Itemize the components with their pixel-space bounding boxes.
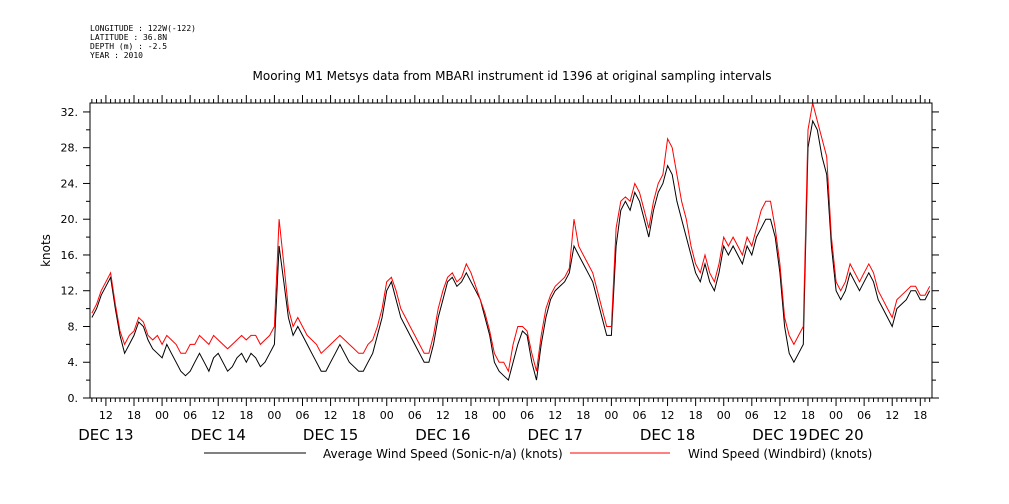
x-day-label: DEC 14 bbox=[191, 426, 246, 444]
meta-year: YEAR : 2010 bbox=[90, 51, 143, 60]
x-day-label: DEC 17 bbox=[528, 426, 583, 444]
y-axis: 0. 4. 8. 12. 16. 20. 24. 28. 32. bbox=[61, 106, 939, 405]
x-day-label: DEC 18 bbox=[640, 426, 695, 444]
plot-frame bbox=[89, 102, 933, 399]
x-tick-label: 00 bbox=[492, 409, 506, 422]
y-tick-label: 4. bbox=[68, 356, 79, 369]
y-tick-label: 8. bbox=[68, 320, 79, 333]
x-tick-label: 12 bbox=[99, 409, 113, 422]
y-tick-label: 12. bbox=[61, 285, 79, 298]
y-tick-label: 24. bbox=[61, 177, 79, 190]
x-day-label: DEC 20 bbox=[808, 426, 863, 444]
x-tick-label: 18 bbox=[239, 409, 253, 422]
series-average-wind-speed bbox=[91, 119, 931, 382]
y-tick-label: 16. bbox=[61, 249, 79, 262]
x-tick-label: 00 bbox=[604, 409, 618, 422]
x-tick-label: 18 bbox=[464, 409, 478, 422]
y-tick-label: 20. bbox=[61, 213, 79, 226]
x-day-label: DEC 13 bbox=[78, 426, 133, 444]
x-tick-label: 18 bbox=[689, 409, 703, 422]
x-tick-label: 06 bbox=[857, 409, 871, 422]
x-tick-label: 00 bbox=[380, 409, 394, 422]
x-tick-label: 06 bbox=[183, 409, 197, 422]
x-tick-label: 18 bbox=[913, 409, 927, 422]
x-tick-label: 06 bbox=[408, 409, 422, 422]
x-tick-label: 18 bbox=[352, 409, 366, 422]
legend-label-windbird: Wind Speed (Windbird) (knots) bbox=[688, 447, 872, 461]
x-day-label: DEC 19 bbox=[752, 426, 807, 444]
legend: Average Wind Speed (Sonic-n/a) (knots) W… bbox=[204, 447, 872, 461]
x-tick-label: 00 bbox=[267, 409, 281, 422]
x-tick-label: 18 bbox=[127, 409, 141, 422]
y-axis-label: knots bbox=[39, 234, 53, 267]
meta-latitude: LATITUDE : 36.8N bbox=[90, 33, 167, 42]
meta-depth: DEPTH (m) : -2.5 bbox=[90, 42, 167, 51]
x-day-label: DEC 15 bbox=[303, 426, 358, 444]
x-tick-label: 06 bbox=[295, 409, 309, 422]
x-tick-label: 06 bbox=[632, 409, 646, 422]
x-tick-label: 00 bbox=[717, 409, 731, 422]
x-tick-label: 12 bbox=[211, 409, 225, 422]
x-tick-label: 00 bbox=[829, 409, 843, 422]
series-windbird-wind-speed bbox=[91, 102, 931, 373]
x-tick-label: 18 bbox=[576, 409, 590, 422]
x-day-label: DEC 16 bbox=[415, 426, 470, 444]
x-tick-label: 12 bbox=[885, 409, 899, 422]
series-layer bbox=[91, 102, 931, 382]
x-tick-label: 18 bbox=[801, 409, 815, 422]
x-tick-label: 12 bbox=[548, 409, 562, 422]
x-tick-label: 06 bbox=[745, 409, 759, 422]
x-tick-label: 12 bbox=[773, 409, 787, 422]
x-tick-label: 12 bbox=[436, 409, 450, 422]
y-tick-label: 28. bbox=[61, 142, 79, 155]
legend-label-average: Average Wind Speed (Sonic-n/a) (knots) bbox=[323, 447, 563, 461]
x-tick-label: 00 bbox=[155, 409, 169, 422]
y-tick-label: 32. bbox=[61, 106, 79, 119]
x-axis: 12 18 00 06 12 18 00 06 12 18 00 06 12 18 00 06 12 18 00 06… bbox=[78, 95, 931, 444]
meta-longitude: LONGITUDE : 122W(-122) bbox=[90, 24, 196, 33]
x-tick-label: 12 bbox=[324, 409, 338, 422]
x-tick-label: 12 bbox=[661, 409, 675, 422]
x-tick-label: 06 bbox=[520, 409, 534, 422]
chart-title: Mooring M1 Metsys data from MBARI instru… bbox=[253, 69, 772, 83]
y-tick-label: 0. bbox=[68, 392, 79, 405]
